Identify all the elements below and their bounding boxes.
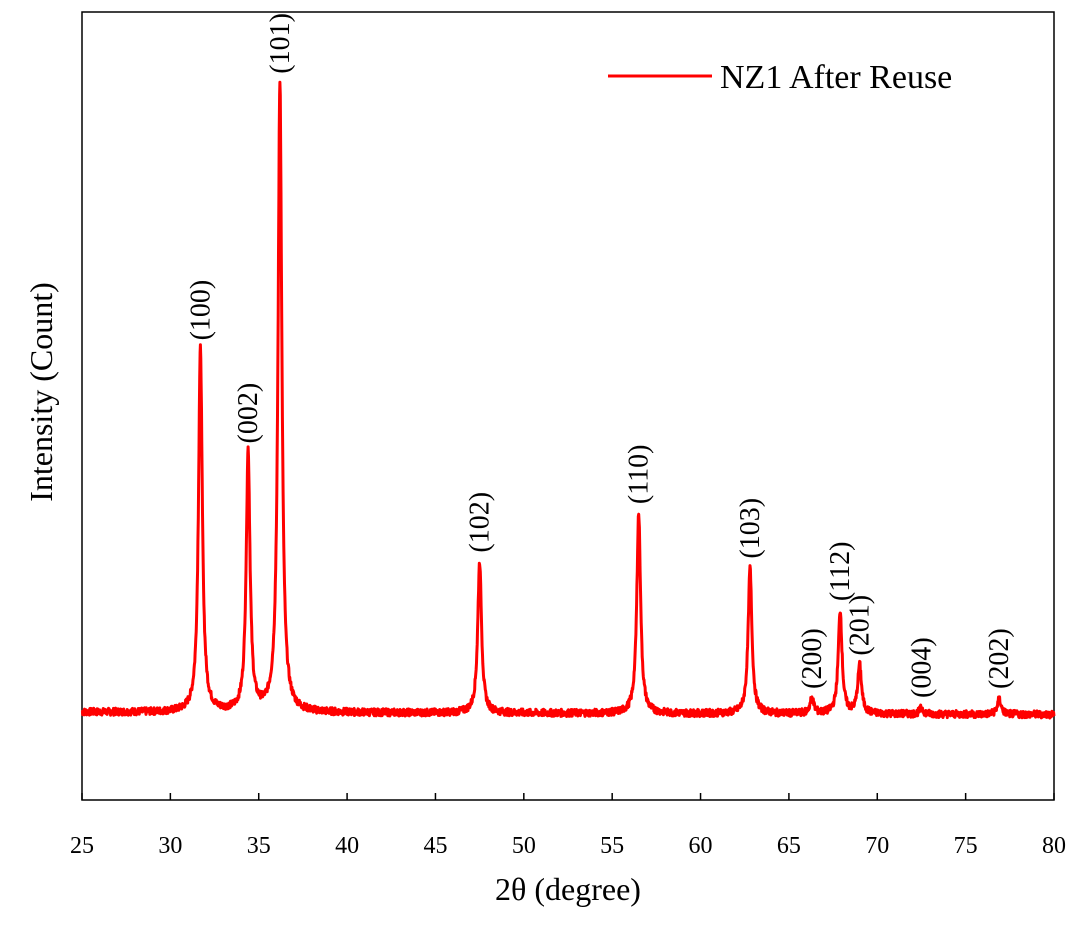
x-axis-tick-labels: 25 30 35 40 45 50 55 60 65 70 75 80 <box>70 833 1066 859</box>
peak-label-3: (102) <box>465 492 496 553</box>
plot-frame <box>81 11 1055 801</box>
x-tick-label-75: 75 <box>954 833 978 859</box>
x-axis-ticks <box>81 793 1055 800</box>
peak-label-10: (202) <box>984 628 1015 689</box>
x-tick-label-45: 45 <box>423 833 447 859</box>
x-tick-label-60: 60 <box>689 833 713 859</box>
series-line-nz1-after-reuse <box>80 80 1056 720</box>
x-tick-label-55: 55 <box>600 833 624 859</box>
peak-labels: (100) (002) (101) (102) (110) (103) (200) (112)… <box>185 13 1015 698</box>
legend-box <box>600 38 1030 100</box>
peak-label-4: (110) <box>624 444 655 504</box>
peak-label-6: (200) <box>797 628 828 689</box>
x-tick-label-25: 25 <box>70 833 94 859</box>
peak-label-5: (103) <box>735 498 766 559</box>
x-tick-label-40: 40 <box>335 833 359 859</box>
peak-label-0: (100) <box>185 280 216 341</box>
x-tick-label-80: 80 <box>1042 833 1066 859</box>
peak-label-2: (101) <box>265 13 296 74</box>
x-axis-title: 2θ (degree) <box>495 871 641 907</box>
x-tick-label-35: 35 <box>247 833 271 859</box>
x-tick-label-30: 30 <box>158 833 182 859</box>
peak-label-8: (201) <box>845 595 876 656</box>
y-axis-title: Intensity (Count) <box>23 282 59 502</box>
peak-label-1: (002) <box>233 383 264 444</box>
legend-label: NZ1 After Reuse <box>720 59 952 96</box>
peak-label-7: (112) <box>825 541 856 601</box>
legend: NZ1 After Reuse <box>600 38 1030 100</box>
x-tick-label-50: 50 <box>512 833 536 859</box>
x-tick-label-65: 65 <box>777 833 801 859</box>
peak-label-9: (004) <box>907 637 938 698</box>
x-tick-label-70: 70 <box>865 833 889 859</box>
